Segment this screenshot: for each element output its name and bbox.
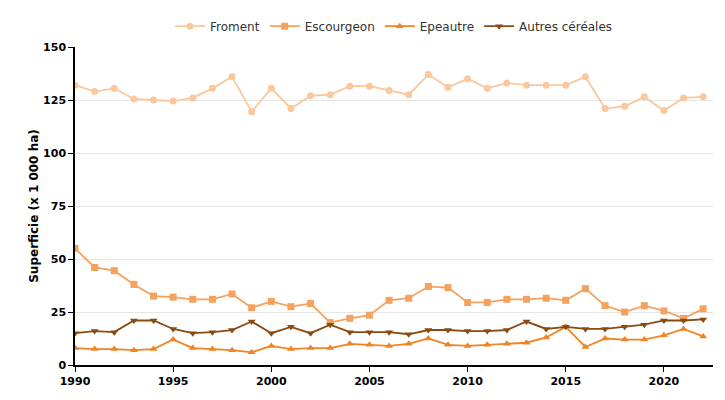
- svg-text:25: 25: [51, 306, 66, 319]
- svg-text:Superficie (x 1 000 ha): Superficie (x 1 000 ha): [27, 129, 41, 283]
- svg-text:100: 100: [43, 147, 66, 160]
- svg-text:125: 125: [43, 94, 66, 107]
- svg-text:2020: 2020: [649, 375, 680, 388]
- svg-text:Froment: Froment: [210, 20, 260, 34]
- svg-text:50: 50: [51, 253, 67, 266]
- svg-text:1990: 1990: [60, 375, 91, 388]
- svg-text:Epeautre: Epeautre: [420, 20, 474, 34]
- svg-text:Autres céréales: Autres céréales: [519, 20, 612, 34]
- svg-text:2000: 2000: [256, 375, 287, 388]
- svg-text:0: 0: [58, 359, 66, 372]
- svg-text:2015: 2015: [550, 375, 581, 388]
- svg-text:150: 150: [43, 41, 66, 54]
- svg-text:1995: 1995: [158, 375, 189, 388]
- svg-text:Escourgeon: Escourgeon: [305, 20, 375, 34]
- svg-text:2010: 2010: [452, 375, 483, 388]
- svg-text:2005: 2005: [354, 375, 385, 388]
- svg-text:75: 75: [51, 200, 66, 213]
